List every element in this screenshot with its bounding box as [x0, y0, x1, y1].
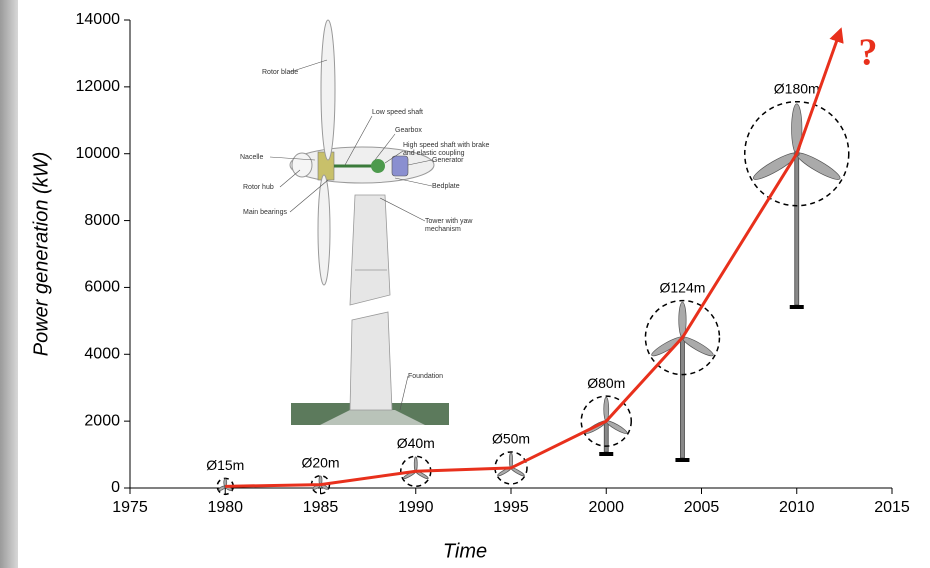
x-axis-label: Time	[443, 540, 487, 562]
turbine-diagram	[270, 20, 449, 425]
inset-label: Low speed shaft	[372, 109, 423, 116]
inset-label: Generator	[432, 157, 464, 164]
x-tick-label: 2000	[588, 499, 624, 516]
diameter-label: Ø40m	[397, 435, 435, 451]
tower-base	[790, 305, 804, 309]
inset-label: Bedplate	[432, 183, 460, 190]
diameter-label: Ø80m	[587, 375, 625, 391]
side-strip	[0, 0, 18, 568]
x-tick-label: 1975	[112, 499, 148, 516]
y-tick-label: 6000	[84, 279, 120, 296]
x-tick-label: 2005	[684, 499, 720, 516]
inset-label: Foundation	[408, 373, 443, 380]
y-tick-label: 10000	[76, 145, 121, 162]
blade	[414, 457, 417, 471]
blade	[509, 453, 512, 468]
y-axis-label: Power generation (kW)	[30, 152, 52, 357]
y-tick-label: 8000	[84, 212, 120, 229]
tower-base	[599, 452, 613, 456]
x-tick-label: 2010	[779, 499, 815, 516]
turbine-icon	[581, 396, 631, 456]
diameter-label: Ø124m	[659, 279, 705, 295]
y-tick-label: 12000	[76, 78, 121, 95]
y-tick-label: 14000	[76, 11, 121, 28]
inset-label: Nacelle	[240, 154, 263, 161]
blade	[794, 149, 842, 183]
inset-label: mechanism	[425, 226, 461, 233]
diameter-label: Ø20m	[301, 454, 339, 470]
inset-label: Rotor hub	[243, 184, 274, 191]
y-tick-label: 0	[111, 479, 120, 496]
inset-label: Gearbox	[395, 127, 422, 134]
x-tick-label: 2015	[874, 499, 910, 516]
inset-label: High speed shaft with brake	[403, 142, 489, 149]
x-tick-label: 1985	[303, 499, 339, 516]
y-tick-label: 4000	[84, 346, 120, 363]
turbine-icon	[645, 301, 719, 462]
diameter-label: Ø50m	[492, 431, 530, 447]
tower	[795, 154, 799, 305]
inset-label: Main bearings	[243, 209, 287, 216]
tower-base	[675, 458, 689, 462]
y-tick-label: 2000	[84, 412, 120, 429]
tower	[604, 421, 608, 452]
blade	[681, 334, 715, 358]
x-tick-label: 1995	[493, 499, 529, 516]
annotation: ?	[859, 32, 878, 74]
turbine-icon	[745, 102, 849, 309]
inset-label: and elastic coupling	[403, 150, 465, 157]
diameter-label: Ø180m	[774, 80, 820, 96]
x-tick-label: 1980	[207, 499, 243, 516]
inset-label: Tower with yaw	[425, 218, 473, 225]
chart: Time Power generation (kW) ? 0 2000 4000 60…	[0, 0, 930, 568]
blade	[751, 149, 799, 183]
inset-label: Rotor blade	[262, 69, 298, 76]
diameter-label: Ø15m	[206, 457, 244, 473]
tower	[680, 338, 684, 458]
x-tick-label: 1990	[398, 499, 434, 516]
